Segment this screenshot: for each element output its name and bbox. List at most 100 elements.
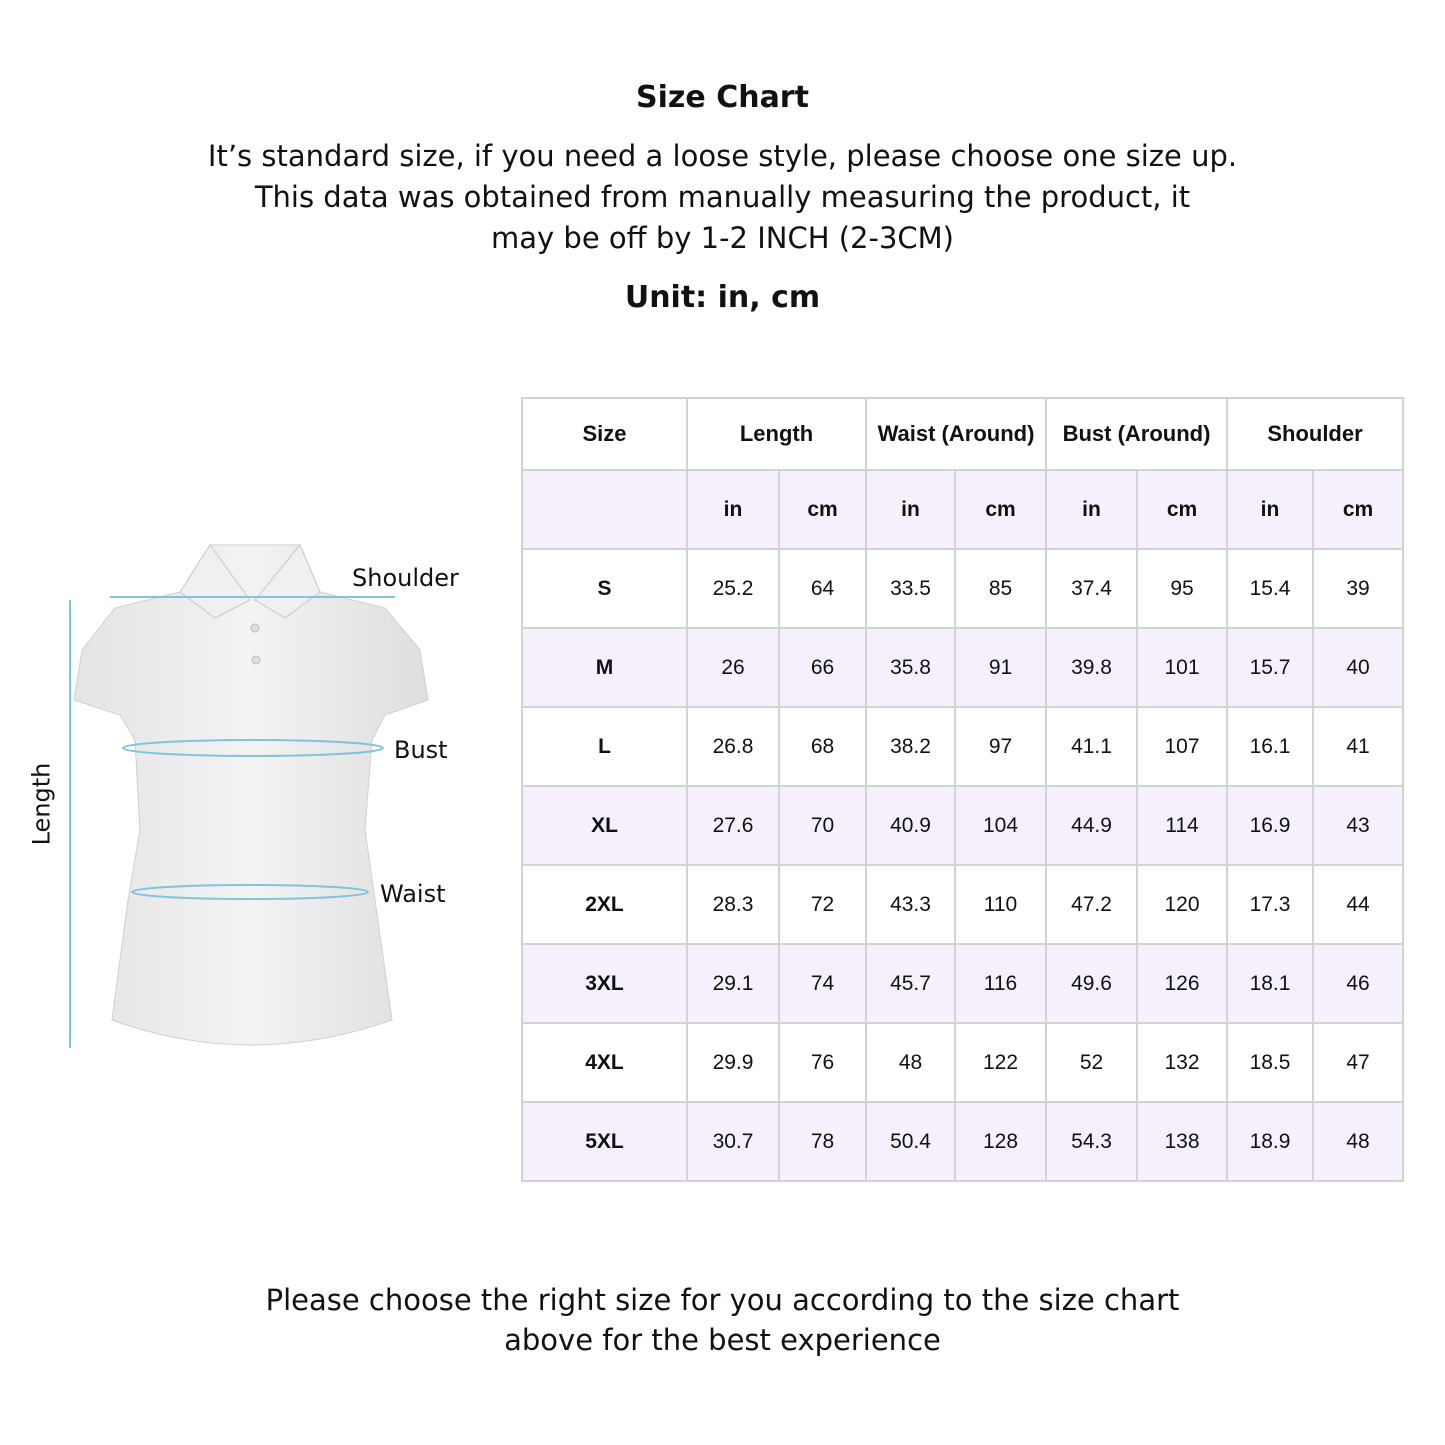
value-cell: 64	[778, 548, 867, 629]
value-cell: 74	[778, 943, 867, 1024]
footer-line: Please choose the right size for you acc…	[265, 1283, 1180, 1317]
value-cell: 47.2	[1045, 864, 1138, 945]
value-cell: 43.3	[865, 864, 956, 945]
table-row: S 25.2 64 33.5 85 37.4 95 15.4 39	[521, 548, 1404, 629]
table-row: 5XL 30.7 78 50.4 128 54.3 138 18.9 48	[521, 1101, 1404, 1182]
table-row: 2XL 28.3 72 43.3 110 47.2 120 17.3 44	[521, 864, 1404, 945]
value-cell: 110	[954, 864, 1047, 945]
unit-cell: in	[1226, 469, 1314, 550]
value-cell: 66	[778, 627, 867, 708]
waist-label: Waist	[380, 880, 446, 908]
value-cell: 114	[1136, 785, 1228, 866]
value-cell: 29.9	[686, 1022, 780, 1103]
table-row: XL 27.6 70 40.9 104 44.9 114 16.9 43	[521, 785, 1404, 866]
value-cell: 48	[865, 1022, 956, 1103]
page-title: Size Chart	[636, 80, 809, 115]
unit-cell: cm	[778, 469, 867, 550]
shirt-image	[73, 544, 429, 1046]
value-cell: 18.1	[1226, 943, 1314, 1024]
value-cell: 46	[1312, 943, 1404, 1024]
unit-cell: in	[865, 469, 956, 550]
value-cell: 26.8	[686, 706, 780, 787]
table-row: L 26.8 68 38.2 97 41.1 107 16.1 41	[521, 706, 1404, 787]
unit-cell: cm	[954, 469, 1047, 550]
bust-label: Bust	[394, 736, 448, 764]
value-cell: 116	[954, 943, 1047, 1024]
size-table: Size Length Waist (Around) Bust (Around)…	[521, 397, 1404, 1182]
value-cell: 70	[778, 785, 867, 866]
unit-cell: cm	[1312, 469, 1404, 550]
size-cell: M	[521, 627, 688, 708]
value-cell: 50.4	[865, 1101, 956, 1182]
table-row: 4XL 29.9 76 48 122 52 132 18.5 47	[521, 1022, 1404, 1103]
subtitle-line: This data was obtained from manually mea…	[254, 180, 1191, 214]
unit-cell	[521, 469, 688, 550]
value-cell: 72	[778, 864, 867, 945]
value-cell: 128	[954, 1101, 1047, 1182]
size-cell: S	[521, 548, 688, 629]
value-cell: 39.8	[1045, 627, 1138, 708]
footer-line: above for the best experience	[504, 1323, 941, 1357]
value-cell: 27.6	[686, 785, 780, 866]
unit-cell: in	[1045, 469, 1138, 550]
value-cell: 29.1	[686, 943, 780, 1024]
value-cell: 78	[778, 1101, 867, 1182]
value-cell: 43	[1312, 785, 1404, 866]
value-cell: 41	[1312, 706, 1404, 787]
value-cell: 107	[1136, 706, 1228, 787]
length-label: Length	[27, 762, 56, 846]
value-cell: 39	[1312, 548, 1404, 629]
value-cell: 45.7	[865, 943, 956, 1024]
unit-cell: cm	[1136, 469, 1228, 550]
value-cell: 30.7	[686, 1101, 780, 1182]
value-cell: 47	[1312, 1022, 1404, 1103]
table-row: M 26 66 35.8 91 39.8 101 15.7 40	[521, 627, 1404, 708]
value-cell: 120	[1136, 864, 1228, 945]
value-cell: 91	[954, 627, 1047, 708]
value-cell: 17.3	[1226, 864, 1314, 945]
value-cell: 15.7	[1226, 627, 1314, 708]
size-cell: 2XL	[521, 864, 688, 945]
value-cell: 26	[686, 627, 780, 708]
value-cell: 54.3	[1045, 1101, 1138, 1182]
value-cell: 104	[954, 785, 1047, 866]
value-cell: 138	[1136, 1101, 1228, 1182]
value-cell: 41.1	[1045, 706, 1138, 787]
value-cell: 95	[1136, 548, 1228, 629]
footer-note: Please choose the right size for you acc…	[0, 1280, 1445, 1360]
unit-label: Unit: in, cm	[624, 280, 821, 315]
value-cell: 16.1	[1226, 706, 1314, 787]
value-cell: 33.5	[865, 548, 956, 629]
shirt-diagram	[69, 544, 429, 1048]
value-cell: 97	[954, 706, 1047, 787]
header-waist: Waist (Around)	[865, 397, 1047, 471]
size-cell: 4XL	[521, 1022, 688, 1103]
size-cell: 5XL	[521, 1101, 688, 1182]
value-cell: 38.2	[865, 706, 956, 787]
value-cell: 44.9	[1045, 785, 1138, 866]
header-row: Size Length Waist (Around) Bust (Around)…	[521, 397, 1404, 471]
value-cell: 18.5	[1226, 1022, 1314, 1103]
value-cell: 49.6	[1045, 943, 1138, 1024]
value-cell: 52	[1045, 1022, 1138, 1103]
value-cell: 48	[1312, 1101, 1404, 1182]
value-cell: 15.4	[1226, 548, 1314, 629]
value-cell: 85	[954, 548, 1047, 629]
size-cell: 3XL	[521, 943, 688, 1024]
value-cell: 122	[954, 1022, 1047, 1103]
header-bust: Bust (Around)	[1045, 397, 1228, 471]
value-cell: 25.2	[686, 548, 780, 629]
header-length: Length	[686, 397, 867, 471]
value-cell: 44	[1312, 864, 1404, 945]
subtitle-line: may be off by 1-2 INCH (2-3CM)	[491, 221, 954, 255]
value-cell: 18.9	[1226, 1101, 1314, 1182]
header-size: Size	[521, 397, 688, 471]
size-cell: XL	[521, 785, 688, 866]
header-shoulder: Shoulder	[1226, 397, 1404, 471]
value-cell: 132	[1136, 1022, 1228, 1103]
value-cell: 40.9	[865, 785, 956, 866]
value-cell: 35.8	[865, 627, 956, 708]
value-cell: 28.3	[686, 864, 780, 945]
subtitle: It’s standard size, if you need a loose …	[0, 136, 1445, 259]
size-cell: L	[521, 706, 688, 787]
